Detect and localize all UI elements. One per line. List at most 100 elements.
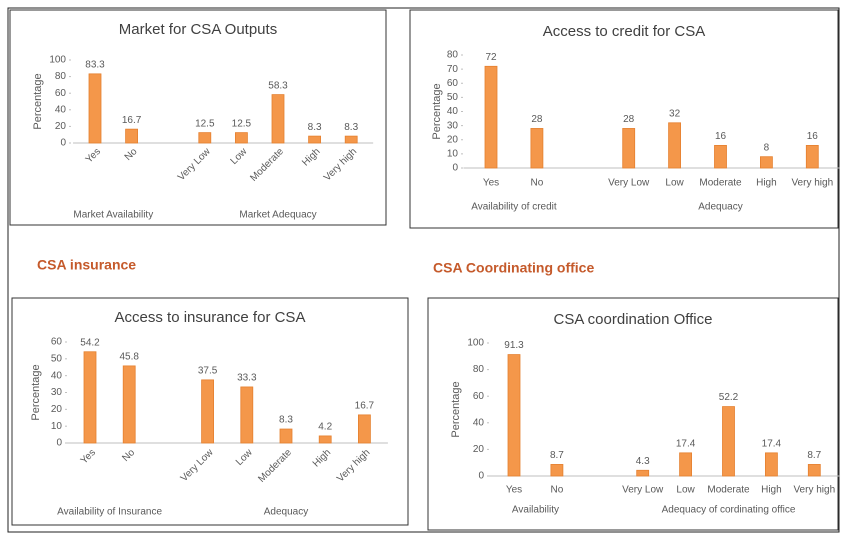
y-tick-label: 40 [447,106,459,117]
y-tick-label: 100 [467,338,484,349]
x-tick-label: High [300,146,322,168]
y-tick-label: 60 [51,337,63,348]
x-tick-label: Very high [793,485,835,496]
data-label: 54.2 [80,337,100,348]
group-label: Adequacy [698,202,742,213]
y-tick-label: 40 [51,370,63,381]
data-label: 8.7 [807,450,821,461]
x-tick-label: Yes [84,146,103,165]
chart-title: Access to insurance for CSA [115,309,306,326]
bar [279,428,293,444]
x-tick-label: No [531,178,544,189]
x-tick-label: Low [676,485,695,496]
y-tick-label: 10 [447,149,459,160]
group-label: Adequacy [264,507,308,518]
bar [550,464,564,477]
chart-frame [11,297,409,526]
bar [318,435,332,444]
bar [122,365,136,444]
bar [805,144,819,169]
x-tick-label: High [761,485,782,496]
y-tick-label: 30 [447,120,459,131]
y-tick-label: 80 [55,71,67,82]
group-label: Availability of credit [471,202,557,213]
data-label: 33.3 [237,373,257,384]
data-label: 8.3 [344,122,358,133]
x-tick-label: Yes [483,178,499,189]
bar [308,135,322,144]
bar [636,469,650,477]
x-tick-label: No [123,146,140,163]
y-axis-label: Percentage [450,381,462,437]
group-label: Adequacy of cordinating office [662,505,796,516]
bar [88,73,102,144]
bar [722,406,735,477]
chart-title: Market for CSA Outputs [119,21,277,38]
data-label: 16.7 [122,115,142,126]
y-tick-label: 20 [55,121,67,132]
bar [668,122,681,169]
y-tick-label: 40 [473,417,485,428]
chart-frame [427,297,839,531]
x-tick-label: Moderate [707,485,750,496]
y-tick-label: 80 [473,364,485,375]
bar [357,414,371,444]
y-tick-label: 0 [56,438,62,449]
frame [7,7,840,533]
x-tick-label: Yes [506,485,522,496]
x-tick-label: Low [665,178,684,189]
bar [125,128,138,144]
y-tick-label: 0 [452,163,458,174]
data-label: 8.3 [308,122,322,133]
y-tick-label: 50 [447,92,459,103]
data-label: 52.2 [719,392,739,403]
data-label: 8 [764,142,770,153]
group-label: Availability of Insurance [57,507,162,518]
y-tick-label: 60 [473,391,485,402]
y-tick-label: 20 [447,134,459,145]
data-label: 12.5 [195,118,215,129]
bar [507,354,521,477]
x-tick-label: High [311,447,333,469]
bar [234,132,248,144]
chart-title: Access to credit for CSA [543,23,706,40]
section-heading: CSA Coordinating office [433,260,594,276]
data-label: 28 [531,114,543,125]
bar [765,452,778,477]
y-tick-label: 60 [55,88,67,99]
bar [271,94,285,144]
x-tick-label: Yes [79,447,98,466]
y-tick-label: 10 [51,421,63,432]
data-label: 16 [807,131,819,142]
data-label: 91.3 [504,340,524,351]
y-tick-label: 20 [473,444,485,455]
chart-frame [9,9,387,226]
bar [807,464,821,477]
data-label: 32 [669,108,681,119]
y-tick-label: 80 [447,50,459,61]
group-label: Availability [512,505,559,516]
data-label: 4.2 [318,422,332,433]
x-tick-label: Very high [322,146,359,183]
data-label: 37.5 [198,366,218,377]
section-heading: CSA insurance [37,257,136,273]
bar [622,128,636,169]
y-tick-label: 20 [51,404,63,415]
bar [240,386,254,444]
y-tick-label: 60 [447,78,459,89]
x-tick-label: Very high [335,447,372,484]
data-label: 4.3 [636,456,650,467]
data-label: 16 [715,131,727,142]
data-label: 45.8 [119,352,139,363]
y-axis-label: Percentage [30,364,42,420]
x-tick-label: Very Low [608,178,650,189]
x-tick-label: Moderate [256,447,294,485]
x-tick-label: Moderate [699,178,742,189]
data-label: 17.4 [676,438,696,449]
y-axis-label: Percentage [431,83,443,139]
data-label: 83.3 [85,60,105,71]
bar [198,132,212,144]
y-tick-label: 30 [51,387,63,398]
data-label: 17.4 [762,438,782,449]
